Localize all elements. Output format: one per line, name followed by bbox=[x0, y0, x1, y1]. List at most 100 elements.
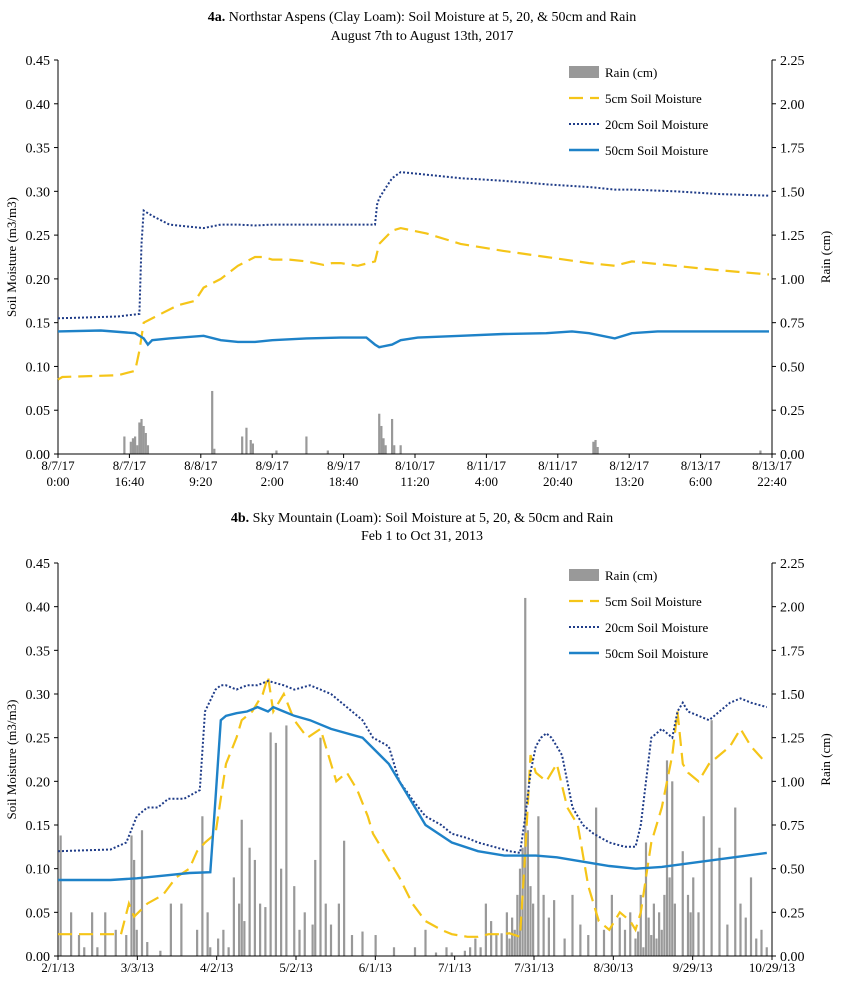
chart-b-rain-bar bbox=[650, 935, 653, 956]
chart-b-rain-bar bbox=[424, 929, 427, 956]
chart-b-rain-bar bbox=[146, 942, 149, 956]
chart-a-x-tick-label-time: 11:20 bbox=[400, 474, 429, 489]
chart-b-rain-bar bbox=[269, 732, 272, 956]
chart-a-right-tick-label: 1.25 bbox=[780, 229, 805, 244]
chart-b-rain-bar bbox=[726, 924, 729, 956]
chart-a-left-tick-label: 0.10 bbox=[26, 360, 51, 375]
chart-a-x-tick-label: 8/7/17 bbox=[41, 458, 75, 473]
chart-b-rain-bar bbox=[508, 938, 511, 956]
chart-b-legend-label-50cm: 50cm Soil Moisture bbox=[605, 646, 709, 661]
chart-a-rain-bar bbox=[213, 448, 216, 454]
chart-a-left-tick-label: 0.35 bbox=[26, 142, 51, 157]
chart-a-series-5cm-line bbox=[57, 226, 770, 381]
chart-b-rain-bar bbox=[434, 952, 438, 956]
chart-b-series-50cm-line bbox=[58, 705, 767, 882]
chart-b-rain-bar bbox=[665, 760, 669, 956]
chart-b-left-tick-label: 0.10 bbox=[26, 863, 51, 878]
chart-b-rain-bar bbox=[518, 868, 522, 956]
chart-a-rain-bar bbox=[136, 445, 139, 454]
chart-a-rain-bar bbox=[251, 443, 254, 454]
chart-b-rain-bar bbox=[739, 903, 742, 956]
chart-b-rain-bar bbox=[479, 947, 482, 956]
chart-b-rain-bar bbox=[243, 921, 246, 956]
chart-a-rain-bar bbox=[133, 436, 137, 454]
chart-b-rain-bar bbox=[513, 929, 516, 956]
chart-b-rain-bar bbox=[319, 737, 322, 956]
chart-a-rain-bar bbox=[144, 432, 147, 454]
chart-b-rain-bar bbox=[484, 903, 487, 956]
chart-a-legend-label-rain: Rain (cm) bbox=[605, 65, 657, 80]
chart-b-rain-bar bbox=[311, 924, 314, 956]
chart-a-rain-bar bbox=[326, 450, 329, 454]
chart-b-x-tick-label: 3/3/13 bbox=[121, 960, 154, 975]
chart-a-x-tick-label: 8/12/17 bbox=[609, 458, 649, 473]
chart-b-rain-bar bbox=[571, 894, 574, 956]
chart-b-rain-bar bbox=[361, 931, 364, 956]
chart-a-rain-bar bbox=[384, 445, 387, 454]
chart-b-rain-bar bbox=[232, 877, 235, 956]
chart-a-ylabel-left: Soil Moisture (m3/m3) bbox=[4, 197, 19, 317]
chart-b-rain-bar bbox=[253, 859, 256, 956]
chart-a-series-50cm-line bbox=[57, 329, 769, 349]
chart-b-rain-bar bbox=[125, 935, 128, 956]
chart-a-left-tick-label: 0.30 bbox=[26, 185, 51, 200]
chart-a-rain-bar bbox=[393, 445, 396, 454]
chart-b-rain-bar bbox=[469, 947, 472, 956]
chart-b-rain-bar bbox=[264, 907, 267, 956]
chart-a-x-tick-label-time: 20:40 bbox=[543, 474, 573, 489]
chart-b-rain-bar bbox=[537, 816, 540, 956]
chart-b-right-tick-label: 1.75 bbox=[780, 644, 805, 659]
chart-a-subtitle: August 7th to August 13th, 2017 bbox=[331, 29, 514, 44]
chart-b-rain-bar bbox=[660, 929, 663, 956]
chart-a-rain-bar bbox=[380, 425, 383, 454]
chart-a-x-tick-label-time: 22:40 bbox=[757, 474, 787, 489]
chart-b-rain-bar bbox=[159, 950, 162, 956]
chart-b-rain-bar bbox=[96, 947, 99, 956]
chart-b-legend-label-5cm: 5cm Soil Moisture bbox=[605, 594, 702, 609]
chart-a-right-tick-label: 1.00 bbox=[780, 273, 805, 288]
chart-b-left-tick-label: 0.35 bbox=[26, 644, 51, 659]
chart-b-rain-bar bbox=[450, 952, 453, 956]
chart-b-x-tick-label: 7/1/13 bbox=[438, 960, 471, 975]
chart-b-rain-bar bbox=[474, 938, 477, 956]
chart-a-x-tick-label-time: 9:20 bbox=[189, 474, 212, 489]
chart-b-left-tick-label: 0.40 bbox=[26, 601, 51, 616]
chart-b-rain-bar bbox=[374, 935, 377, 956]
chart-b-rain-bar bbox=[644, 842, 648, 956]
chart-b-rain-bar bbox=[655, 938, 658, 956]
chart-b-rain-bar bbox=[343, 840, 346, 956]
chart-b-rain-bar bbox=[516, 894, 519, 956]
chart-b-rain-bar bbox=[526, 830, 529, 956]
chart-a-legend-label-50cm: 50cm Soil Moisture bbox=[605, 143, 709, 158]
chart-b-rain-bar bbox=[259, 903, 262, 956]
chart-b-rain-bar bbox=[553, 900, 556, 956]
chart-a-x-tick-label: 8/9/17 bbox=[327, 458, 361, 473]
chart-a-x-tick-label: 8/13/17 bbox=[681, 458, 721, 473]
chart-a-title-text: Northstar Aspens (Clay Loam): Soil Moist… bbox=[229, 10, 637, 25]
chart-b-rain-bar bbox=[59, 835, 62, 956]
chart-b-rain-bar bbox=[668, 877, 671, 956]
chart-b-rain-bar bbox=[314, 859, 317, 956]
chart-b-legend-swatch-rain bbox=[569, 569, 599, 581]
chart-a-rain-bar bbox=[129, 441, 132, 454]
chart-b-left-tick-label: 0.00 bbox=[26, 950, 51, 965]
chart-a-x-tick-label: 8/11/17 bbox=[467, 458, 507, 473]
chart-a-rain-bar bbox=[138, 422, 141, 454]
chart-a-x-tick-label-time: 18:40 bbox=[329, 474, 359, 489]
chart-b-rain-bar bbox=[274, 742, 277, 956]
chart-b-rain-bar bbox=[681, 851, 684, 956]
chart-a-title: 4a. Northstar Aspens (Clay Loam): Soil M… bbox=[208, 10, 637, 25]
chart-b-rain-bar bbox=[689, 912, 692, 956]
chart-b-rain-bar bbox=[490, 921, 493, 956]
chart-b-rain-bar bbox=[135, 929, 138, 956]
chart-b-x-tick-label: 4/2/13 bbox=[200, 960, 233, 975]
chart-a-x-tick-label: 8/13/17 bbox=[752, 458, 792, 473]
chart-b-rain-bar bbox=[673, 903, 676, 956]
chart-b-right-tick-label: 2.00 bbox=[780, 601, 805, 616]
chart-b-rain-bar bbox=[140, 830, 144, 956]
chart-b-rain-bar bbox=[495, 935, 498, 956]
chart-b-rain-bar bbox=[280, 868, 283, 956]
chart-b-x-tick-label: 9/29/13 bbox=[673, 960, 713, 975]
chart-b-rain-bar bbox=[77, 935, 81, 956]
